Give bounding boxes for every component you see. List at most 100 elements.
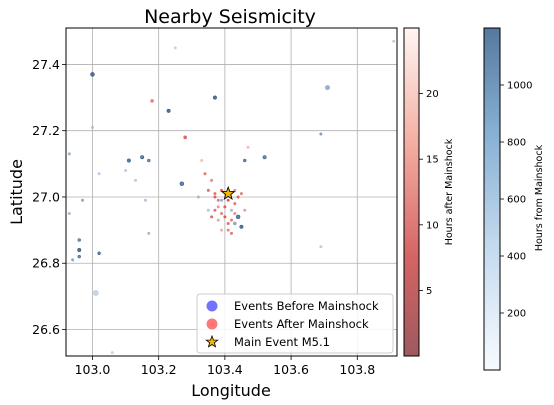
event-before-point [179,181,185,186]
event-after-point [216,218,220,222]
event-after-point [210,215,214,219]
event-after-point [246,145,250,149]
series-after-mainshock [150,99,250,235]
event-after-point [223,215,227,219]
event-after-point [213,208,217,212]
event-before-point [262,155,267,160]
event-after-point [213,192,217,196]
event-after-point [230,218,233,222]
legend-after-marker [206,318,218,330]
legend-after-label: Events After Mainshock [234,317,369,331]
event-before-point [166,108,171,113]
event-before-point [134,178,138,182]
event-before-point [90,125,94,129]
event-before-point [173,46,177,50]
event-before-point [124,168,128,172]
event-before-point [67,152,71,156]
series-before-mainshock [67,39,396,355]
colorbar-hours-after: 5 10 15 20 Hours after Mainshock [403,27,455,357]
chart-title: Nearby Seismicity [144,6,316,28]
colorbar-hours-from-label: Hours from Mainshock [534,144,545,251]
event-before-point [233,221,237,226]
event-before-point [206,208,210,212]
event-before-point [97,251,101,255]
legend-box [196,293,394,354]
event-after-point [223,205,227,209]
event-after-point [216,205,220,209]
x-tick-label: 103.4 [207,362,243,377]
event-after-point [226,198,230,202]
x-axis-label: Longitude [191,381,271,400]
colorbar-hours-from-tick-label: 800 [507,138,526,149]
y-axis-ticks: 26.6 26.8 27.0 27.2 27.4 [32,57,66,337]
colorbar-hours-after-tick-label: 5 [426,286,432,297]
event-after-point [239,192,243,196]
event-before-point [92,290,99,297]
colorbar-hours-after-gradient [403,27,420,357]
main-event-layer [220,185,236,200]
y-axis-label: Latitude [7,159,26,225]
legend: Events Before Mainshock Events After Mai… [196,293,394,354]
event-before-point [110,351,114,355]
colorbar-hours-from: 200 400 600 800 1000 Hours from Mainshock [483,27,545,371]
event-after-point [226,221,230,225]
event-before-point [392,39,396,43]
event-before-point [235,214,241,220]
event-before-point [147,231,151,235]
event-before-point [230,208,233,212]
event-before-point [324,85,330,91]
event-before-point [77,247,82,252]
y-tick-label: 27.4 [32,57,60,72]
event-after-point [243,208,247,212]
event-before-point [143,198,147,202]
y-tick-label: 27.2 [32,123,60,138]
event-after-point [216,198,220,202]
x-axis-ticks: 103.0 103.2 103.4 103.6 103.8 [75,356,375,377]
event-after-point [226,228,230,232]
event-before-point [196,195,200,199]
event-before-point [220,198,224,202]
event-before-point [90,72,95,77]
event-before-point [71,258,75,262]
main-event-star-icon [220,185,236,200]
colorbar-hours-after-tick-label: 15 [426,155,439,166]
colorbar-hours-from-tick-label: 600 [507,195,526,206]
event-before-point [319,245,323,249]
legend-star-icon [205,334,219,348]
x-tick-label: 103.8 [339,362,375,377]
event-before-point [147,158,151,163]
event-after-point [220,188,224,192]
event-after-point [213,195,217,199]
colorbar-hours-after-ticks: 5 10 15 20 [419,89,439,297]
legend-before-label: Events Before Mainshock [234,299,379,313]
event-after-point [206,188,210,192]
event-after-point [220,212,224,216]
y-tick-label: 27.0 [32,189,60,204]
event-before-point [77,254,81,259]
event-before-point [239,224,244,229]
plot-frame [65,27,398,357]
event-after-point [183,135,187,140]
event-after-point [230,231,233,235]
event-before-point [67,212,71,216]
y-tick-label: 26.6 [32,322,60,337]
colorbar-hours-from-gradient [483,27,501,371]
event-after-point [200,159,204,163]
colorbar-hours-from-tick-label: 400 [507,252,526,263]
event-after-point [203,172,207,176]
y-tick-label: 26.8 [32,256,60,271]
event-before-point [212,95,217,100]
colorbar-hours-from-ticks: 200 400 600 800 1000 [500,81,532,320]
event-before-point [243,158,247,163]
colorbar-hours-after-tick-label: 10 [426,220,439,231]
event-after-point [236,195,240,199]
event-after-point [233,188,237,192]
legend-before-marker [206,300,218,312]
event-before-point [126,158,131,163]
event-after-point [233,212,237,216]
x-tick-label: 103.2 [141,362,177,377]
event-after-point [233,202,237,206]
legend-main-event-label: Main Event M5.1 [234,335,330,349]
